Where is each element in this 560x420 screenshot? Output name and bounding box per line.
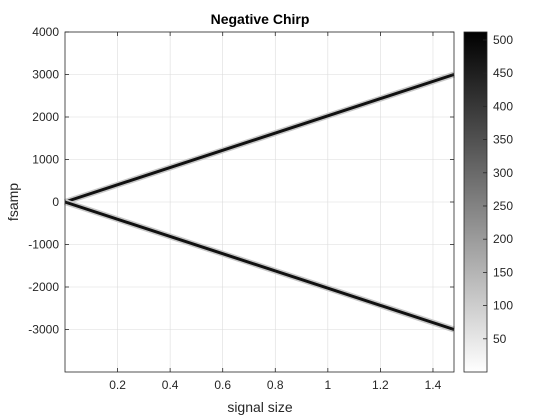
y-tick-label: 4000 [32, 25, 59, 39]
x-tick-label: 1.2 [372, 378, 389, 392]
colorbar-tick-label: 450 [493, 66, 513, 80]
x-axis-ticks: 0.2 0.4 0.6 0.8 1 1.2 1.4 [109, 32, 442, 392]
y-tick-label: 1000 [32, 153, 59, 167]
colorbar-tick-label: 500 [493, 33, 513, 47]
colorbar-tick-label: 250 [493, 199, 513, 213]
chart-title: Negative Chirp [211, 11, 310, 27]
y-tick-label: -3000 [28, 323, 59, 337]
colorbar-tick-label: 50 [493, 332, 507, 346]
chirp-line [64, 73, 455, 204]
colorbar-tick-label: 300 [493, 166, 513, 180]
y-tick-label: -1000 [28, 238, 59, 252]
x-tick-label: 0.2 [109, 378, 126, 392]
x-axis-label: signal size [227, 399, 293, 415]
y-axis-label: fsamp [5, 183, 21, 221]
x-tick-label: 0.4 [162, 378, 179, 392]
y-tick-label: 3000 [32, 68, 59, 82]
chirp-lines [64, 71, 455, 333]
colorbar-ticks: 50 100 150 200 250 300 350 400 450 500 [483, 33, 513, 346]
colorbar-tick-label: 150 [493, 265, 513, 279]
colorbar [463, 31, 488, 373]
colorbar-tick-label: 200 [493, 232, 513, 246]
x-tick-label: 0.6 [214, 378, 231, 392]
chirp-line [64, 200, 455, 331]
x-tick-label: 1 [324, 378, 331, 392]
y-axis-ticks: 4000 3000 2000 1000 0 -1000 -2000 -3000 [28, 25, 454, 337]
y-tick-label: -2000 [28, 280, 59, 294]
x-tick-label: 0.8 [267, 378, 284, 392]
colorbar-tick-label: 350 [493, 133, 513, 147]
colorbar-tick-label: 100 [493, 299, 513, 313]
y-tick-label: 2000 [32, 110, 59, 124]
y-tick-label: 0 [52, 195, 59, 209]
colorbar-tick-label: 400 [493, 99, 513, 113]
x-tick-label: 1.4 [425, 378, 442, 392]
